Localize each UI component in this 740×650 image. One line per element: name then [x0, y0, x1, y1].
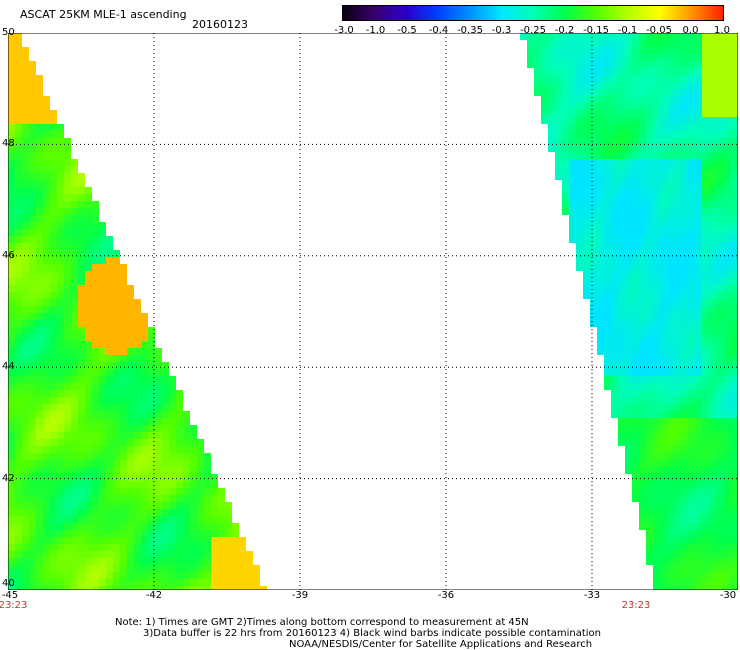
lat-tick-label: 48	[2, 138, 15, 150]
colorbar-label: -0.4	[428, 25, 449, 36]
time-label-west: 23:23	[0, 600, 28, 611]
lat-tick-label: 50	[2, 27, 15, 38]
map-title: ASCAT 25KM MLE-1 ascending	[20, 8, 187, 21]
lon-tick-label: -33	[583, 590, 601, 601]
colorbar-label: -0.5	[397, 25, 417, 36]
lon-tick-label: -42	[145, 590, 163, 601]
swath-map	[8, 33, 738, 590]
colorbar-label: -1.0	[365, 25, 386, 36]
map-date: 20160123	[192, 18, 248, 31]
colorbar-label: 0.0	[682, 25, 699, 36]
colorbar-label: -0.25	[520, 25, 546, 36]
colorbar	[342, 5, 724, 21]
lat-tick-label: 40	[2, 578, 15, 589]
colorbar-label: -3.0	[334, 25, 354, 36]
lat-tick-label: 46	[2, 249, 15, 261]
lat-tick-label: 42	[2, 472, 15, 484]
note-line-3: NOAA/NESDIS/Center for Satellite Applica…	[289, 639, 593, 650]
note-line-2: 3)Data buffer is 22 hrs from 20160123 4)…	[143, 628, 601, 639]
lat-tick-label: 44	[2, 361, 15, 373]
lon-tick-label: -39	[291, 590, 309, 601]
swath-east	[520, 33, 738, 590]
time-label-east: 23:23	[621, 600, 651, 611]
map-grid	[8, 33, 738, 590]
colorbar-label: 1.0	[714, 25, 730, 36]
colorbar-label: -0.05	[646, 25, 672, 36]
colorbar-label: -0.1	[617, 25, 638, 36]
swath-west	[8, 33, 267, 590]
colorbar-label: -0.35	[457, 25, 483, 36]
lon-tick-label: -45	[1, 590, 19, 601]
colorbar-label: -0.3	[491, 25, 512, 36]
lon-tick-label: -36	[437, 590, 455, 601]
lon-tick-label: -30	[719, 590, 737, 601]
colorbar-label: -0.2	[554, 25, 575, 36]
colorbar-label: -0.15	[583, 25, 609, 36]
note-line-1: Note: 1) Times are GMT 2)Times along bot…	[115, 617, 529, 628]
